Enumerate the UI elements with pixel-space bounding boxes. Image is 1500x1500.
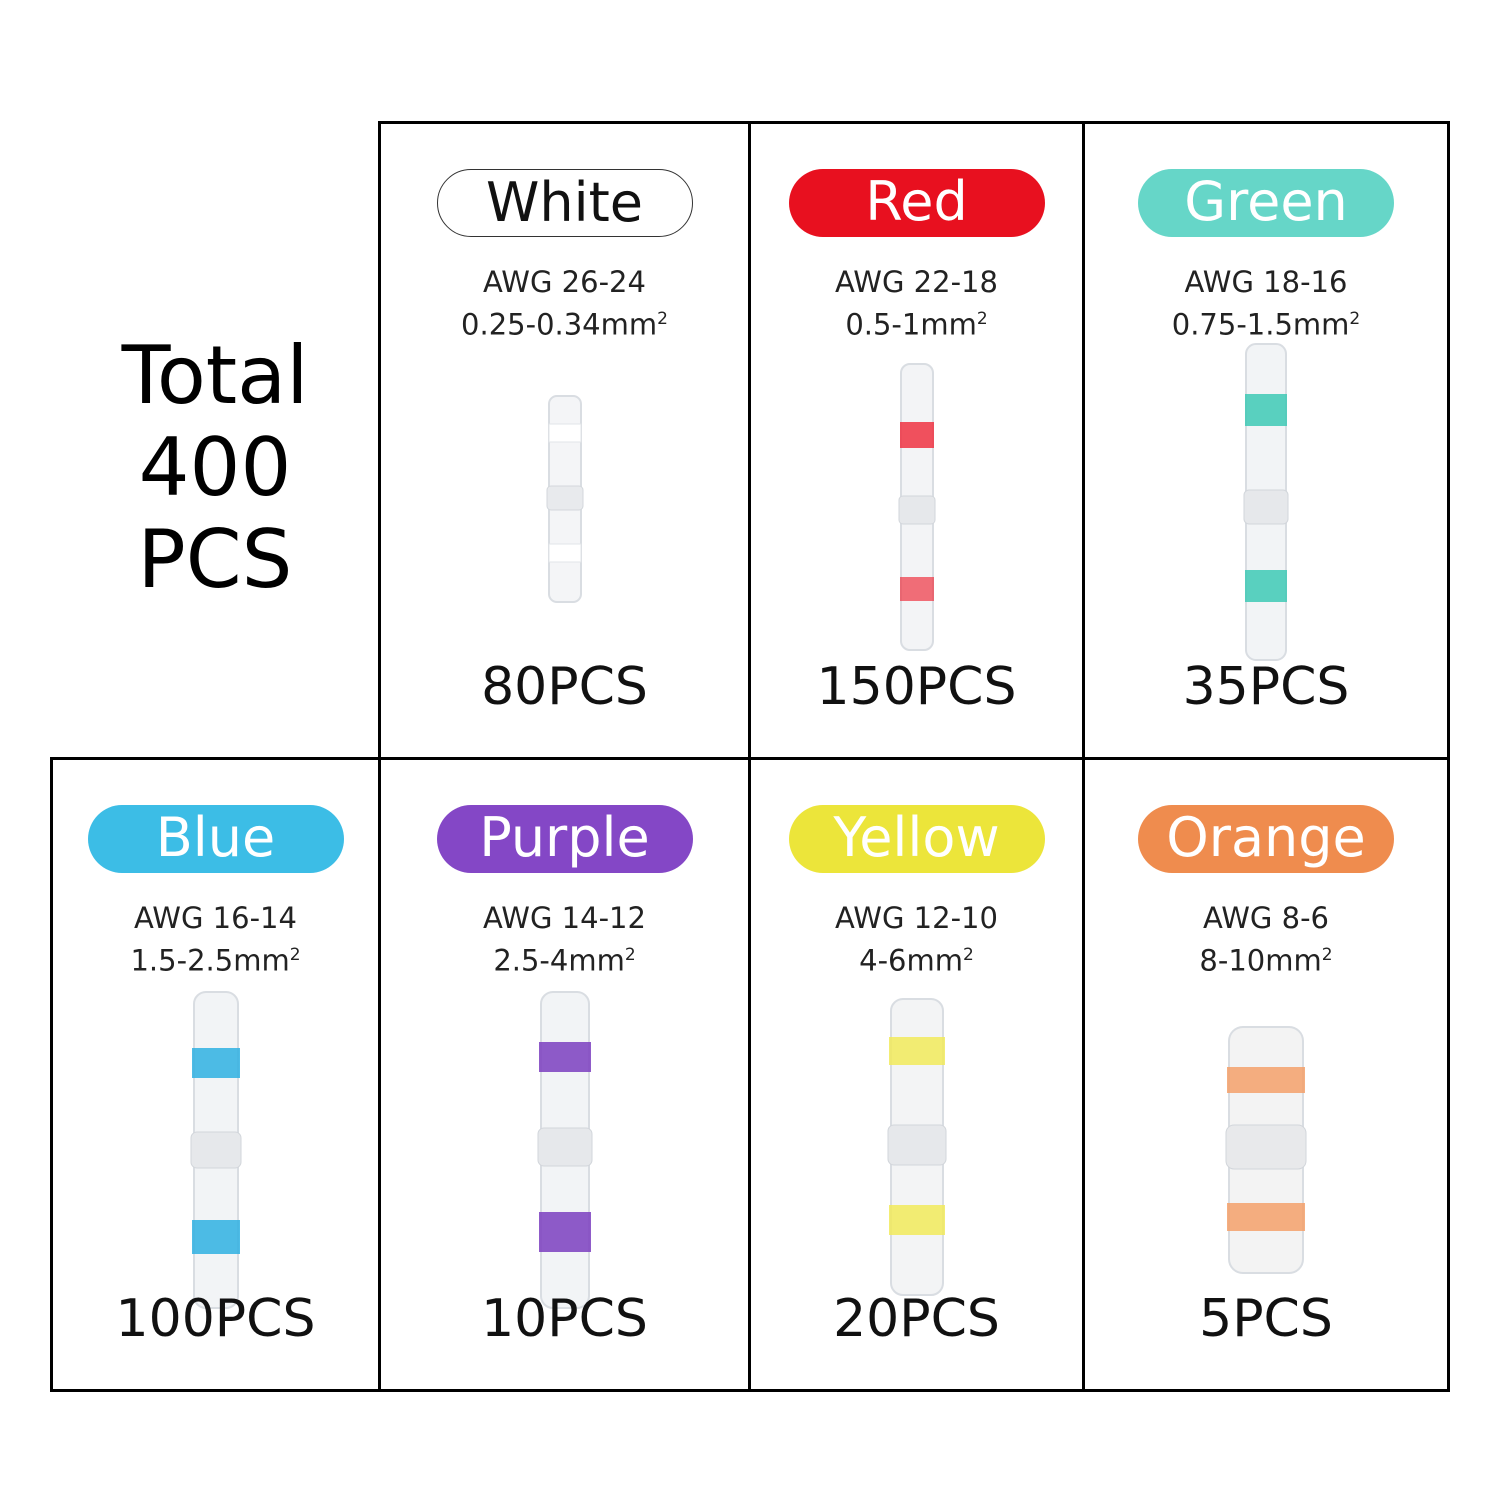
spec-blue: AWG 16-14 1.5-2.5mm2 bbox=[53, 900, 378, 980]
awg-range: AWG 22-18 bbox=[835, 265, 998, 299]
wire-area: 1.5-2.5mm bbox=[130, 943, 290, 978]
awg-range: AWG 26-24 bbox=[483, 265, 646, 299]
superscript: 2 bbox=[289, 945, 301, 965]
color-pill-red: Red bbox=[788, 169, 1045, 237]
awg-range: AWG 14-12 bbox=[483, 901, 646, 935]
color-pill-orange: Orange bbox=[1138, 805, 1394, 873]
count-orange: 5PCS bbox=[1199, 1289, 1333, 1349]
awg-range: AWG 8-6 bbox=[1203, 901, 1329, 935]
color-pill-white: White bbox=[436, 169, 693, 237]
superscript: 2 bbox=[624, 945, 636, 965]
total-label: Total 400 PCS bbox=[50, 330, 380, 606]
color-pill-yellow: Yellow bbox=[788, 805, 1045, 873]
connector-image-purple bbox=[537, 991, 592, 1309]
total-count: 400 PCS bbox=[137, 421, 293, 606]
awg-range: AWG 18-16 bbox=[1184, 265, 1348, 299]
connector-image-yellow bbox=[887, 998, 946, 1296]
count-yellow: 20PCS bbox=[833, 1289, 1000, 1349]
superscript: 2 bbox=[1321, 945, 1333, 965]
wire-area: 8-10mm bbox=[1199, 943, 1322, 978]
connector-card-red: Red AWG 22-18 0.5-1mm2 150PCS bbox=[748, 121, 1085, 760]
spec-yellow: AWG 12-10 4-6mm2 bbox=[751, 900, 1082, 980]
connector-image-red bbox=[898, 363, 935, 651]
color-pill-green: Green bbox=[1138, 169, 1394, 237]
connector-card-white: White AWG 26-24 0.25-0.34mm2 80PCS bbox=[378, 121, 751, 760]
count-white: 80PCS bbox=[481, 657, 648, 717]
wire-area: 4-6mm bbox=[859, 943, 964, 978]
superscript: 2 bbox=[963, 945, 974, 965]
wire-area: 0.75-1.5mm bbox=[1171, 307, 1350, 342]
spec-white: AWG 26-24 0.25-0.34mm2 bbox=[381, 264, 748, 344]
spec-purple: AWG 14-12 2.5-4mm2 bbox=[381, 900, 748, 980]
color-pill-purple: Purple bbox=[436, 805, 693, 873]
connector-image-green bbox=[1243, 343, 1289, 661]
count-green: 35PCS bbox=[1182, 657, 1350, 717]
connector-image-white bbox=[546, 395, 583, 603]
awg-range: AWG 16-14 bbox=[134, 901, 297, 935]
connector-card-purple: Purple AWG 14-12 2.5-4mm2 10PCS bbox=[378, 757, 751, 1392]
awg-range: AWG 12-10 bbox=[835, 901, 998, 935]
superscript: 2 bbox=[657, 309, 668, 329]
wire-area: 0.5-1mm bbox=[845, 307, 977, 342]
connector-image-blue bbox=[190, 991, 241, 1309]
spec-green: AWG 18-16 0.75-1.5mm2 bbox=[1085, 264, 1447, 344]
wire-area: 0.25-0.34mm bbox=[461, 307, 658, 342]
superscript: 2 bbox=[976, 309, 988, 329]
connector-card-orange: Orange AWG 8-6 8-10mm2 5PCS bbox=[1082, 757, 1450, 1392]
wire-area: 2.5-4mm bbox=[493, 943, 625, 978]
connector-card-green: Green AWG 18-16 0.75-1.5mm2 35PCS bbox=[1082, 121, 1450, 760]
count-purple: 10PCS bbox=[481, 1289, 648, 1349]
connector-image-orange bbox=[1225, 1026, 1307, 1274]
spec-red: AWG 22-18 0.5-1mm2 bbox=[751, 264, 1082, 344]
count-blue: 100PCS bbox=[115, 1289, 316, 1349]
count-red: 150PCS bbox=[816, 657, 1017, 717]
total-title: Total bbox=[121, 329, 309, 422]
spec-orange: AWG 8-6 8-10mm2 bbox=[1085, 900, 1447, 980]
color-pill-blue: Blue bbox=[87, 805, 344, 873]
superscript: 2 bbox=[1349, 309, 1361, 329]
connector-card-yellow: Yellow AWG 12-10 4-6mm2 20PCS bbox=[748, 757, 1085, 1392]
connector-card-blue: Blue AWG 16-14 1.5-2.5mm2 100PCS bbox=[50, 757, 381, 1392]
